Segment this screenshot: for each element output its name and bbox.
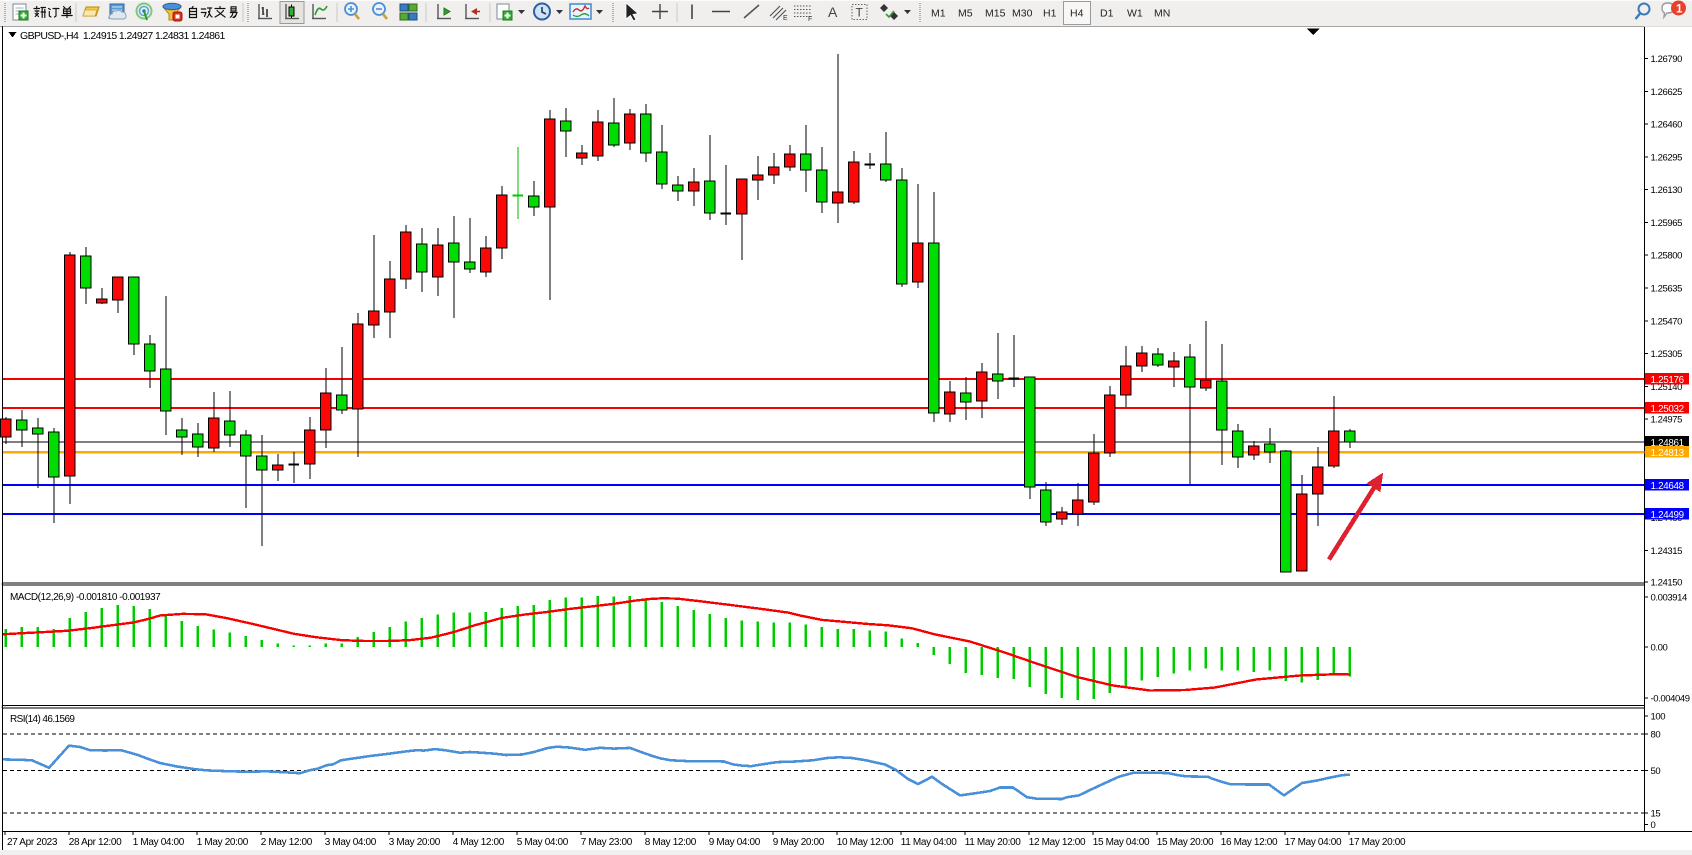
svg-text:A: A [828,4,838,20]
svg-text:1.24975: 1.24975 [1651,415,1683,426]
svg-text:15 May 20:00: 15 May 20:00 [1157,837,1214,848]
svg-text:H4: H4 [1070,8,1084,20]
svg-text:1.25965: 1.25965 [1651,218,1683,229]
svg-text:12 May 12:00: 12 May 12:00 [1029,837,1086,848]
svg-text:1.26460: 1.26460 [1651,120,1683,131]
svg-text:-0.004049: -0.004049 [1651,694,1690,705]
svg-text:28 Apr 12:00: 28 Apr 12:00 [69,837,122,848]
svg-text:2 May 12:00: 2 May 12:00 [261,837,313,848]
svg-text:17 May 04:00: 17 May 04:00 [1285,837,1342,848]
svg-text:4 May 12:00: 4 May 12:00 [453,837,505,848]
svg-text:9 May 20:00: 9 May 20:00 [773,837,825,848]
svg-text:0.00: 0.00 [1651,643,1668,654]
svg-text:17 May 20:00: 17 May 20:00 [1349,837,1406,848]
svg-text:1 May 20:00: 1 May 20:00 [197,837,249,848]
svg-text:1: 1 [1676,4,1683,16]
svg-text:MN: MN [1154,8,1170,20]
svg-text:27 Apr 2023: 27 Apr 2023 [7,837,58,848]
svg-text:1.24499: 1.24499 [1651,510,1684,521]
svg-text:0: 0 [1651,820,1656,831]
svg-text:1.24861: 1.24861 [1651,438,1684,449]
svg-text:1.26295: 1.26295 [1651,152,1683,163]
svg-text:0.003914: 0.003914 [1651,593,1688,604]
svg-text:1.25800: 1.25800 [1651,251,1683,262]
svg-text:1 May 04:00: 1 May 04:00 [133,837,185,848]
svg-text:1.24315: 1.24315 [1651,546,1683,557]
svg-text:15: 15 [1651,809,1661,820]
svg-text:9 May 04:00: 9 May 04:00 [709,837,761,848]
svg-text:T: T [856,6,864,20]
svg-text:D1: D1 [1100,8,1114,20]
svg-text:100: 100 [1651,712,1666,723]
svg-text:11 May 04:00: 11 May 04:00 [901,837,957,848]
svg-text:80: 80 [1651,730,1661,741]
svg-text:W1: W1 [1127,8,1143,20]
svg-text:3 May 20:00: 3 May 20:00 [389,837,441,848]
svg-text:1.26625: 1.26625 [1651,87,1683,98]
svg-text:1.25635: 1.25635 [1651,284,1683,295]
svg-text:11 May 20:00: 11 May 20:00 [965,837,1021,848]
svg-text:RSI(14) 46.1569: RSI(14) 46.1569 [10,714,75,725]
svg-text:7 May 23:00: 7 May 23:00 [581,837,633,848]
svg-text:E: E [783,15,788,22]
svg-text:1.25470: 1.25470 [1651,316,1683,327]
svg-text:15 May 04:00: 15 May 04:00 [1093,837,1150,848]
svg-text:1.25305: 1.25305 [1651,349,1683,360]
svg-text:8 May 12:00: 8 May 12:00 [645,837,697,848]
svg-text:50: 50 [1651,766,1661,777]
svg-text:1.25140: 1.25140 [1651,382,1683,393]
svg-text:3 May 04:00: 3 May 04:00 [325,837,377,848]
svg-text:GBPUSD-,H4 1.24915 1.24927 1.: GBPUSD-,H4 1.24915 1.24927 1.24831 1.248… [20,30,226,42]
svg-text:1.26790: 1.26790 [1651,54,1683,65]
svg-text:1.26130: 1.26130 [1651,185,1683,196]
svg-text:16 May 12:00: 16 May 12:00 [1221,837,1278,848]
svg-text:MACD(12,26,9) -0.001810 -0.001: MACD(12,26,9) -0.001810 -0.001937 [10,592,161,603]
svg-text:10 May 12:00: 10 May 12:00 [837,837,894,848]
svg-text:H1: H1 [1043,8,1057,20]
svg-text:M30: M30 [1012,8,1033,20]
svg-text:1.25176: 1.25176 [1651,375,1685,386]
svg-text:1.24813: 1.24813 [1651,448,1685,459]
svg-text:F: F [808,16,812,23]
svg-text:M5: M5 [958,8,973,20]
svg-text:M15: M15 [985,8,1006,20]
svg-text:1.25032: 1.25032 [1651,404,1684,415]
svg-text:5 May 04:00: 5 May 04:00 [517,837,569,848]
svg-text:1.24648: 1.24648 [1651,481,1685,492]
svg-text:M1: M1 [931,8,946,20]
svg-text:1.24150: 1.24150 [1651,578,1683,589]
